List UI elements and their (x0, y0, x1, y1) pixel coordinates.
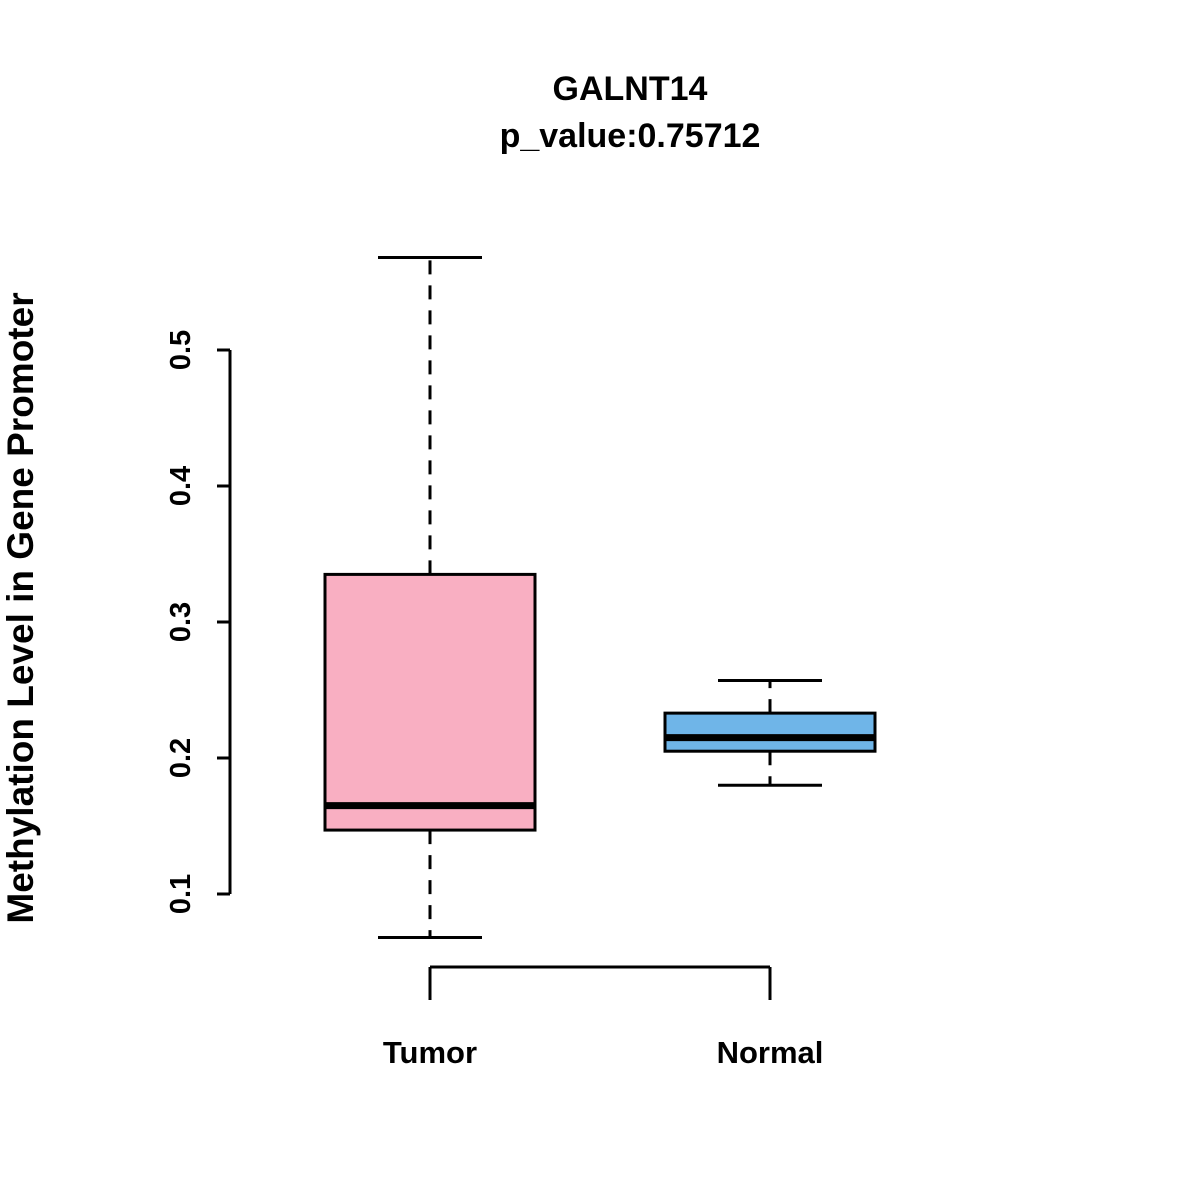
chart-subtitle: p_value:0.75712 (500, 117, 761, 155)
boxes (323, 256, 877, 940)
y-tick-label: 0.5 (165, 330, 197, 370)
normal-boxplot (663, 678, 877, 787)
iqr-box (663, 711, 877, 753)
tumor-boxplot (323, 256, 537, 940)
y-tick-label: 0.4 (165, 466, 197, 506)
y-tick-label: 0.2 (165, 738, 197, 778)
chart-title: GALNT14 (553, 70, 708, 108)
x-category-label-normal: Normal (717, 1035, 824, 1070)
y-tick-label: 0.1 (165, 874, 197, 914)
y-tick-label: 0.3 (165, 602, 197, 642)
x-category-label-tumor: Tumor (383, 1035, 477, 1070)
axes: 0.1 0.2 0.3 0.4 0.5 Tumor Normal (165, 330, 823, 1070)
iqr-box (323, 572, 537, 832)
y-axis-label: Methylation Level in Gene Promoter (0, 292, 41, 923)
